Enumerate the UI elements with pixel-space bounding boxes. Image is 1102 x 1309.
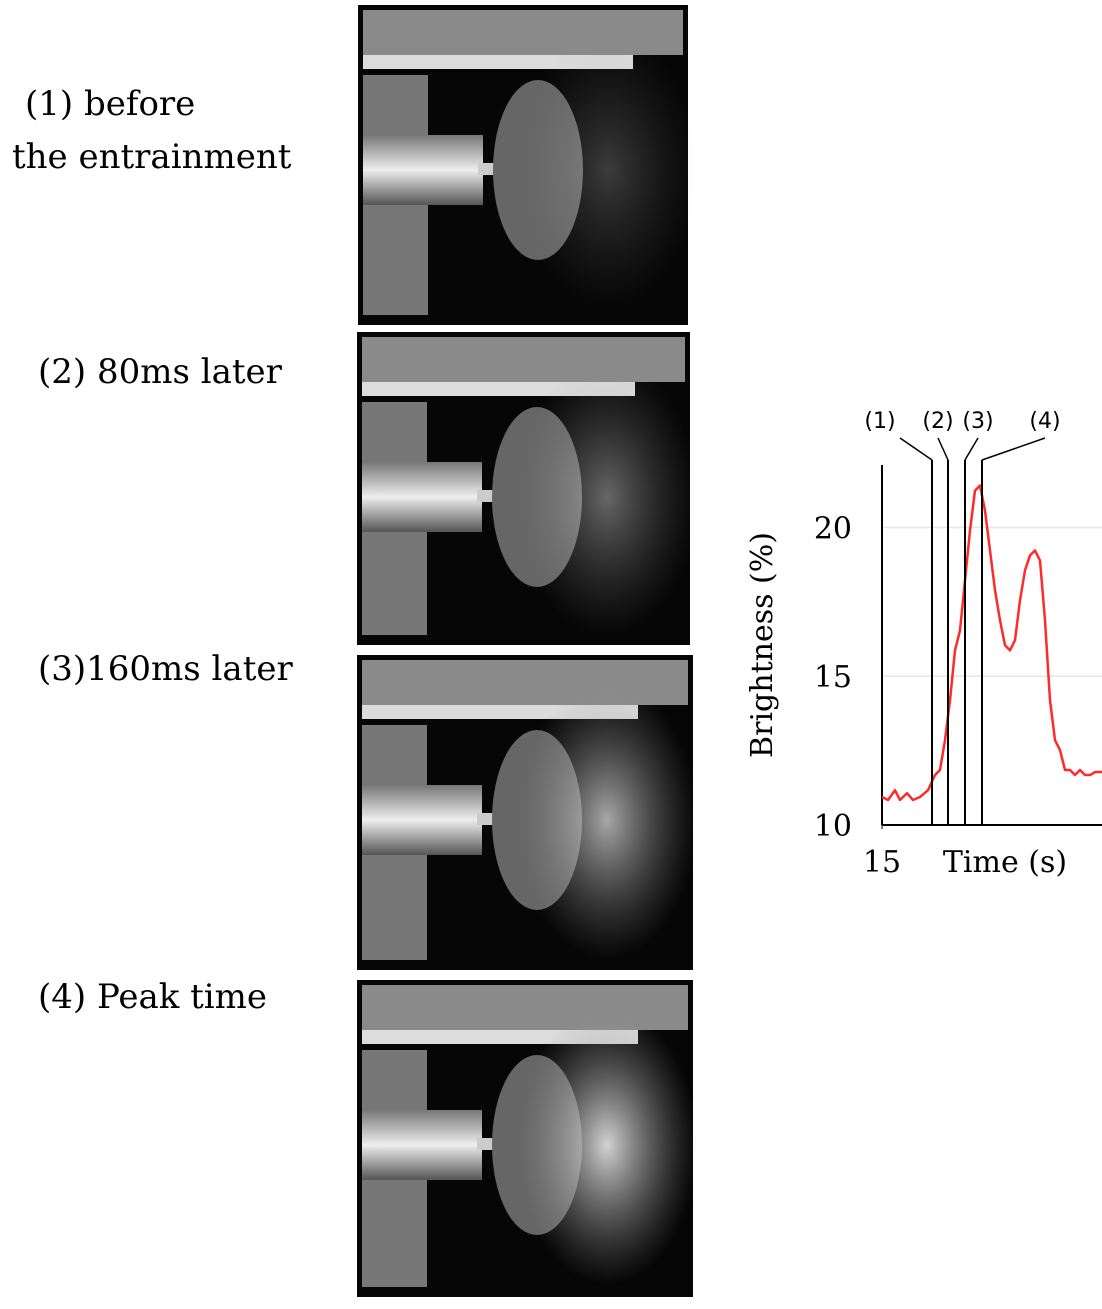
marker-label: (4) [1029, 409, 1060, 434]
marker-leader [900, 438, 932, 460]
x-tick-label: 15 [863, 845, 901, 880]
y-axis-label: Brightness (%) [745, 532, 780, 758]
panel-labels: (1) before the entrainment (2) 80ms later (… [12, 84, 293, 1017]
panel-label: (3)160ms later [38, 649, 293, 689]
nozzle [362, 1110, 482, 1180]
photos [357, 5, 698, 1297]
y-tick-label: 10 [814, 809, 852, 844]
marker-label: (1) [864, 409, 895, 434]
nozzle [362, 785, 482, 855]
chart: 10 15 20 15 Time (s) Brightness (%) (1) (2) (3) (… [745, 409, 1102, 880]
nozzle [362, 462, 482, 532]
panel-label: (1) before [25, 84, 195, 124]
cloud [517, 357, 697, 637]
photo [357, 655, 697, 970]
photo [358, 5, 698, 325]
y-tick-label: 15 [814, 660, 852, 695]
marker-label: (2) [922, 409, 953, 434]
marker-label: (3) [962, 409, 993, 434]
photo [357, 980, 697, 1297]
marker-leader [938, 438, 948, 460]
cloud [518, 30, 698, 310]
cloud [517, 680, 697, 960]
panel-label: the entrainment [12, 137, 292, 177]
figure: (1) before the entrainment (2) 80ms later (… [0, 0, 1102, 1304]
y-tick-label: 20 [814, 511, 852, 546]
photo [357, 332, 697, 645]
panel-label: (2) 80ms later [38, 352, 283, 392]
nozzle [363, 135, 483, 205]
x-axis-label: Time (s) [943, 845, 1067, 880]
line [882, 486, 1102, 800]
marker-leader [982, 438, 1045, 460]
cloud [517, 1005, 697, 1285]
marker-leader [965, 438, 978, 460]
panel-label: (4) Peak time [38, 977, 267, 1017]
